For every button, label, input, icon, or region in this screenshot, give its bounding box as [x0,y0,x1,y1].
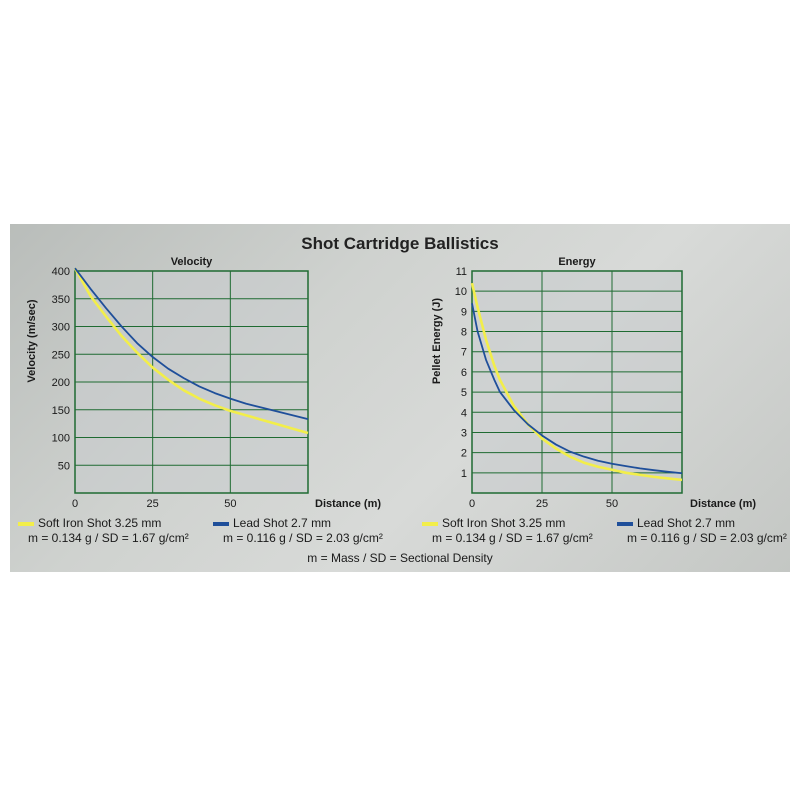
y-tick-label: 200 [52,377,70,389]
y-axis-title: Pellet Energy (J) [431,298,443,385]
y-tick-label: 350 [52,294,70,306]
x-tick-label: 25 [147,498,159,510]
legend-swatch [617,521,633,526]
legend-label: Lead Shot 2.7 mm [637,516,736,530]
y-tick-label: 150 [52,405,70,417]
chart-energy: Energy 1 2 3 4 5 6 7 8 9 10 11 0 25 50 Distance (m) Pell… [431,256,756,510]
x-axis-title: Distance (m) [315,498,381,510]
legend-label: Lead Shot 2.7 mm [233,516,332,530]
ballistics-panel: Shot Cartridge Ballistics Velocity 50 100 1… [10,224,790,572]
series-line-lead [471,303,683,475]
y-tick-label: 11 [456,266,467,278]
x-tick-label: 50 [224,498,236,510]
legend-item: Soft Iron Shot 3.25 mm m = 0.134 g / SD =… [422,516,593,546]
x-axis-title: Distance (m) [690,498,756,510]
legend-swatch [213,521,229,526]
page-title: Shot Cartridge Ballistics [301,234,499,253]
legend-sublabel: m = 0.116 g / SD = 2.03 g/cm² [223,531,383,545]
legend-swatch [18,521,34,526]
chart-subtitle: Energy [558,256,596,268]
y-tick-label: 7 [461,347,467,359]
footnote: m = Mass / SD = Sectional Density [307,551,493,565]
series-line-soft-iron [73,267,309,435]
legend-swatch [422,521,438,526]
chart-subtitle: Velocity [171,256,213,268]
y-tick-label: 8 [461,327,467,339]
series-line-lead [74,267,309,421]
y-tick-label: 300 [52,322,70,334]
y-tick-label: 50 [58,460,70,472]
y-tick-label: 1 [461,468,467,480]
legend-item: Soft Iron Shot 3.25 mm m = 0.134 g / SD =… [18,516,189,546]
y-tick-label: 2 [461,448,467,460]
x-tick-label: 25 [536,498,548,510]
y-tick-label: 10 [455,286,467,298]
legend-sublabel: m = 0.134 g / SD = 1.67 g/cm² [432,531,593,545]
y-tick-label: 3 [461,427,467,439]
x-tick-label: 0 [72,498,78,510]
y-tick-label: 9 [461,306,467,318]
legend-item: Lead Shot 2.7 mm m = 0.116 g / SD = 2.03 … [213,516,383,546]
legend-label: Soft Iron Shot 3.25 mm [38,516,162,530]
y-axis-title: Velocity (m/sec) [26,299,38,382]
series-line-soft-iron [470,282,683,482]
y-tick-label: 5 [461,387,467,399]
y-tick-label: 6 [461,367,467,379]
x-tick-label: 50 [606,498,618,510]
y-tick-label: 100 [52,433,70,445]
x-tick-label: 0 [469,498,475,510]
y-tick-label: 400 [52,266,70,278]
legend-item: Lead Shot 2.7 mm m = 0.116 g / SD = 2.03 … [617,516,787,546]
y-tick-label: 4 [461,407,467,419]
chart-velocity: Velocity 50 100 150 200 250 300 350 400 0 25 50 Dist… [26,256,381,510]
legend-label: Soft Iron Shot 3.25 mm [442,516,566,530]
y-tick-label: 250 [52,349,70,361]
legend-sublabel: m = 0.116 g / SD = 2.03 g/cm² [627,531,787,545]
legend-sublabel: m = 0.134 g / SD = 1.67 g/cm² [28,531,189,545]
